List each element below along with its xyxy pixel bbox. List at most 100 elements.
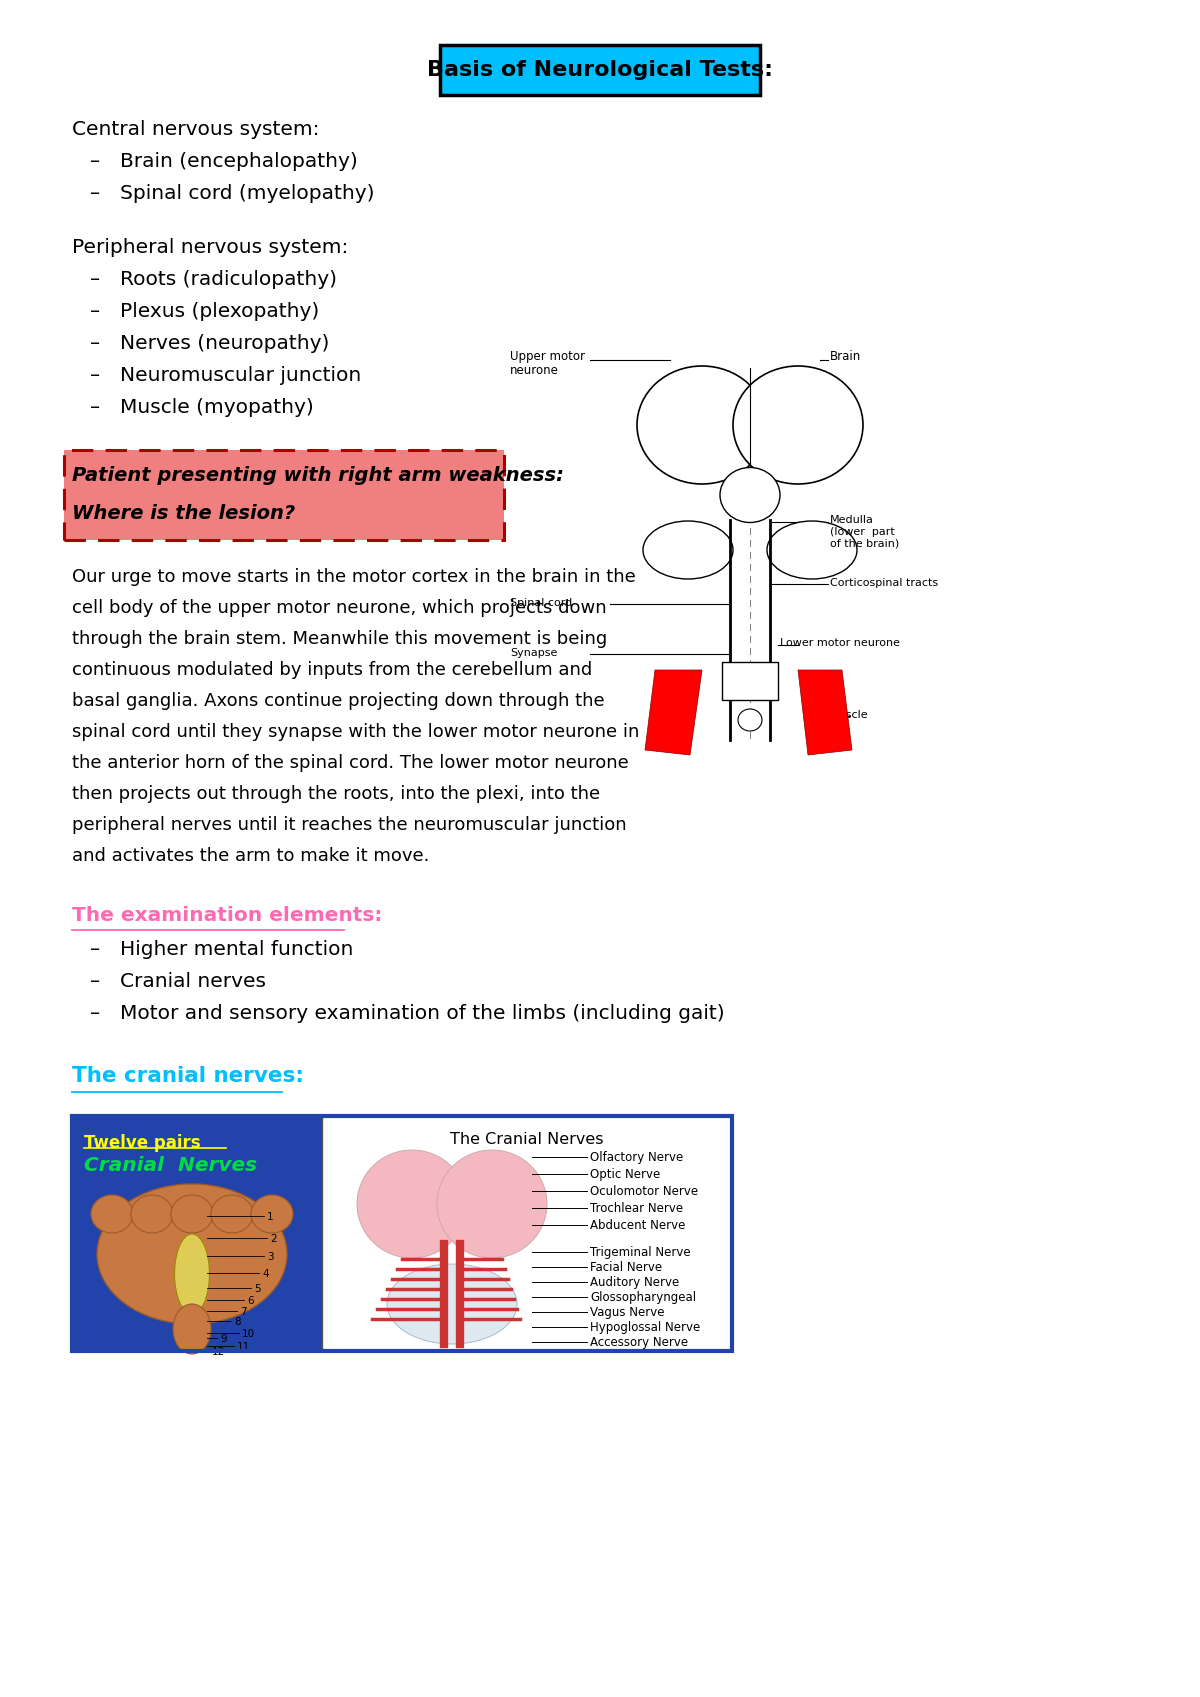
Ellipse shape xyxy=(172,1195,214,1234)
Text: Basis of Neurological Tests:: Basis of Neurological Tests: xyxy=(427,59,773,80)
Text: –: – xyxy=(90,153,100,171)
Text: Accessory Nerve: Accessory Nerve xyxy=(590,1336,688,1349)
Text: The cranial nerves:: The cranial nerves: xyxy=(72,1066,304,1086)
Ellipse shape xyxy=(767,521,857,579)
Text: 3: 3 xyxy=(266,1252,274,1263)
Ellipse shape xyxy=(733,367,863,484)
Text: neurone: neurone xyxy=(510,363,559,377)
Text: Lower motor neurone: Lower motor neurone xyxy=(780,638,900,648)
FancyBboxPatch shape xyxy=(722,662,778,699)
Text: Brain: Brain xyxy=(830,350,862,363)
Ellipse shape xyxy=(174,1234,210,1313)
Text: Glossopharyngeal: Glossopharyngeal xyxy=(590,1291,696,1303)
FancyBboxPatch shape xyxy=(440,46,760,95)
Text: Plexus (plexopathy): Plexus (plexopathy) xyxy=(120,302,319,321)
Text: 12: 12 xyxy=(212,1347,226,1358)
Text: 10: 10 xyxy=(242,1329,256,1339)
Text: Motor and sensory examination of the limbs (including gait): Motor and sensory examination of the lim… xyxy=(120,1005,725,1023)
Text: The examination elements:: The examination elements: xyxy=(72,906,383,925)
Text: cell body of the upper motor neurone, which projects down: cell body of the upper motor neurone, wh… xyxy=(72,599,607,618)
Text: Brain (encephalopathy): Brain (encephalopathy) xyxy=(120,153,358,171)
Text: –: – xyxy=(90,270,100,288)
Text: The Cranial Nerves: The Cranial Nerves xyxy=(450,1132,604,1147)
Text: –: – xyxy=(90,302,100,321)
Text: –: – xyxy=(90,1005,100,1023)
Text: then projects out through the roots, into the plexi, into the: then projects out through the roots, int… xyxy=(72,786,600,803)
Text: Trigeminal Nerve: Trigeminal Nerve xyxy=(590,1246,691,1259)
Text: Olfactory Nerve: Olfactory Nerve xyxy=(590,1151,683,1164)
Text: 11: 11 xyxy=(238,1342,251,1353)
Text: Roots (radiculopathy): Roots (radiculopathy) xyxy=(120,270,337,288)
Ellipse shape xyxy=(643,521,733,579)
FancyBboxPatch shape xyxy=(72,1117,322,1351)
Ellipse shape xyxy=(738,709,762,731)
Text: Twelve pairs: Twelve pairs xyxy=(84,1134,200,1152)
Text: Corticospinal tracts: Corticospinal tracts xyxy=(830,579,938,587)
Text: 6: 6 xyxy=(247,1297,253,1307)
Text: Central nervous system:: Central nervous system: xyxy=(72,120,319,139)
Text: peripheral nerves until it reaches the neuromuscular junction: peripheral nerves until it reaches the n… xyxy=(72,816,626,833)
Ellipse shape xyxy=(637,367,767,484)
Text: Spinal cord: Spinal cord xyxy=(510,597,572,608)
Text: –: – xyxy=(90,940,100,959)
Text: Cranial nerves: Cranial nerves xyxy=(120,972,266,991)
Text: Auditory Nerve: Auditory Nerve xyxy=(590,1276,679,1290)
Text: Our urge to move starts in the motor cortex in the brain in the: Our urge to move starts in the motor cor… xyxy=(72,568,636,585)
Polygon shape xyxy=(798,670,852,755)
Ellipse shape xyxy=(720,467,780,523)
Text: Neuromuscular junction: Neuromuscular junction xyxy=(120,367,361,385)
Ellipse shape xyxy=(358,1151,467,1257)
Ellipse shape xyxy=(131,1195,173,1234)
Text: Optic Nerve: Optic Nerve xyxy=(590,1168,660,1181)
Text: Hypoglossal Nerve: Hypoglossal Nerve xyxy=(590,1320,701,1334)
Text: Where is the lesion?: Where is the lesion? xyxy=(72,504,295,523)
Text: Peripheral nervous system:: Peripheral nervous system: xyxy=(72,238,348,256)
Polygon shape xyxy=(646,670,702,755)
Text: 7: 7 xyxy=(240,1307,247,1317)
Ellipse shape xyxy=(211,1195,253,1234)
Ellipse shape xyxy=(173,1303,211,1354)
Text: (lower  part: (lower part xyxy=(830,528,895,536)
Text: Spinal cord (myelopathy): Spinal cord (myelopathy) xyxy=(120,183,374,204)
Text: Muscle (myopathy): Muscle (myopathy) xyxy=(120,399,313,417)
FancyBboxPatch shape xyxy=(322,1117,732,1351)
Text: Cranial  Nerves: Cranial Nerves xyxy=(84,1156,257,1174)
Text: Nerves (neuropathy): Nerves (neuropathy) xyxy=(120,334,329,353)
Text: and activates the arm to make it move.: and activates the arm to make it move. xyxy=(72,847,430,865)
Ellipse shape xyxy=(437,1151,547,1257)
Ellipse shape xyxy=(251,1195,293,1234)
Text: –: – xyxy=(90,399,100,417)
Text: basal ganglia. Axons continue projecting down through the: basal ganglia. Axons continue projecting… xyxy=(72,692,605,709)
Text: 9: 9 xyxy=(220,1334,227,1344)
Text: Trochlear Nerve: Trochlear Nerve xyxy=(590,1201,683,1215)
Text: Oculomotor Nerve: Oculomotor Nerve xyxy=(590,1185,698,1198)
Text: Abducent Nerve: Abducent Nerve xyxy=(590,1218,685,1232)
Text: Muscle: Muscle xyxy=(830,709,869,720)
Text: Synapse: Synapse xyxy=(510,648,557,658)
Text: –: – xyxy=(90,183,100,204)
Text: –: – xyxy=(90,972,100,991)
FancyBboxPatch shape xyxy=(64,450,504,540)
FancyBboxPatch shape xyxy=(72,1117,732,1351)
Text: Facial Nerve: Facial Nerve xyxy=(590,1261,662,1274)
Ellipse shape xyxy=(386,1264,517,1344)
Text: Medulla: Medulla xyxy=(830,514,874,524)
Text: –: – xyxy=(90,367,100,385)
Text: the anterior horn of the spinal cord. The lower motor neurone: the anterior horn of the spinal cord. Th… xyxy=(72,753,629,772)
Text: –: – xyxy=(90,334,100,353)
Text: Upper motor: Upper motor xyxy=(510,350,586,363)
Text: 8: 8 xyxy=(234,1317,241,1327)
Text: 4: 4 xyxy=(262,1269,269,1280)
Text: Patient presenting with right arm weakness:: Patient presenting with right arm weakne… xyxy=(72,467,564,485)
Text: Vagus Nerve: Vagus Nerve xyxy=(590,1307,665,1319)
Text: Higher mental function: Higher mental function xyxy=(120,940,353,959)
Text: 2: 2 xyxy=(270,1234,277,1244)
Text: 1: 1 xyxy=(266,1212,274,1222)
Text: through the brain stem. Meanwhile this movement is being: through the brain stem. Meanwhile this m… xyxy=(72,630,607,648)
Text: continuous modulated by inputs from the cerebellum and: continuous modulated by inputs from the … xyxy=(72,662,593,679)
Text: spinal cord until they synapse with the lower motor neurone in: spinal cord until they synapse with the … xyxy=(72,723,640,742)
Text: 5: 5 xyxy=(254,1285,260,1295)
Ellipse shape xyxy=(91,1195,133,1234)
Ellipse shape xyxy=(97,1185,287,1324)
Text: of the brain): of the brain) xyxy=(830,540,899,550)
